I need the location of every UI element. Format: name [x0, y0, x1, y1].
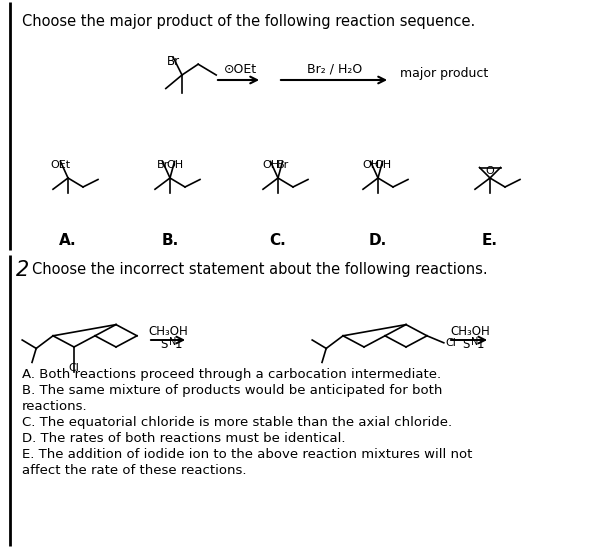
Text: S: S	[161, 338, 168, 351]
Text: OH: OH	[374, 160, 391, 170]
Text: B.: B.	[161, 233, 178, 248]
Text: affect the rate of these reactions.: affect the rate of these reactions.	[22, 464, 246, 477]
Text: E. The addition of iodide ion to the above reaction mixtures will not: E. The addition of iodide ion to the abo…	[22, 448, 472, 461]
Text: ⊙OEt: ⊙OEt	[223, 63, 257, 76]
Text: N: N	[471, 337, 478, 347]
Text: Choose the major product of the following reaction sequence.: Choose the major product of the followin…	[22, 14, 475, 29]
Text: reactions.: reactions.	[22, 400, 87, 413]
Text: C.: C.	[270, 233, 287, 248]
Text: OEt: OEt	[50, 160, 70, 170]
Text: N: N	[169, 337, 177, 347]
Text: S: S	[463, 338, 470, 351]
Text: E.: E.	[482, 233, 498, 248]
Text: O: O	[486, 166, 494, 176]
Text: Br: Br	[276, 160, 288, 170]
Text: OH: OH	[362, 160, 379, 170]
Text: 1: 1	[175, 338, 183, 351]
Text: Br: Br	[166, 55, 180, 68]
Text: 1: 1	[477, 338, 484, 351]
Text: D.: D.	[369, 233, 387, 248]
Text: Choose the incorrect statement about the following reactions.: Choose the incorrect statement about the…	[32, 262, 487, 277]
Text: Br₂ / H₂O: Br₂ / H₂O	[307, 63, 362, 76]
Text: B. The same mixture of products would be anticipated for both: B. The same mixture of products would be…	[22, 384, 443, 397]
Text: A. Both reactions proceed through a carbocation intermediate.: A. Both reactions proceed through a carb…	[22, 368, 441, 381]
Text: Br: Br	[157, 160, 169, 170]
Text: D. The rates of both reactions must be identical.: D. The rates of both reactions must be i…	[22, 432, 345, 445]
Text: Cl: Cl	[446, 338, 456, 348]
Text: major product: major product	[400, 67, 488, 80]
Text: Cl: Cl	[69, 363, 80, 373]
Text: OH: OH	[262, 160, 279, 170]
Text: C. The equatorial chloride is more stable than the axial chloride.: C. The equatorial chloride is more stabl…	[22, 416, 452, 429]
Text: CH₃OH: CH₃OH	[450, 325, 490, 338]
Text: OH: OH	[166, 160, 183, 170]
Text: A.: A.	[59, 233, 77, 248]
Text: 2: 2	[16, 260, 29, 280]
Text: CH₃OH: CH₃OH	[148, 325, 188, 338]
